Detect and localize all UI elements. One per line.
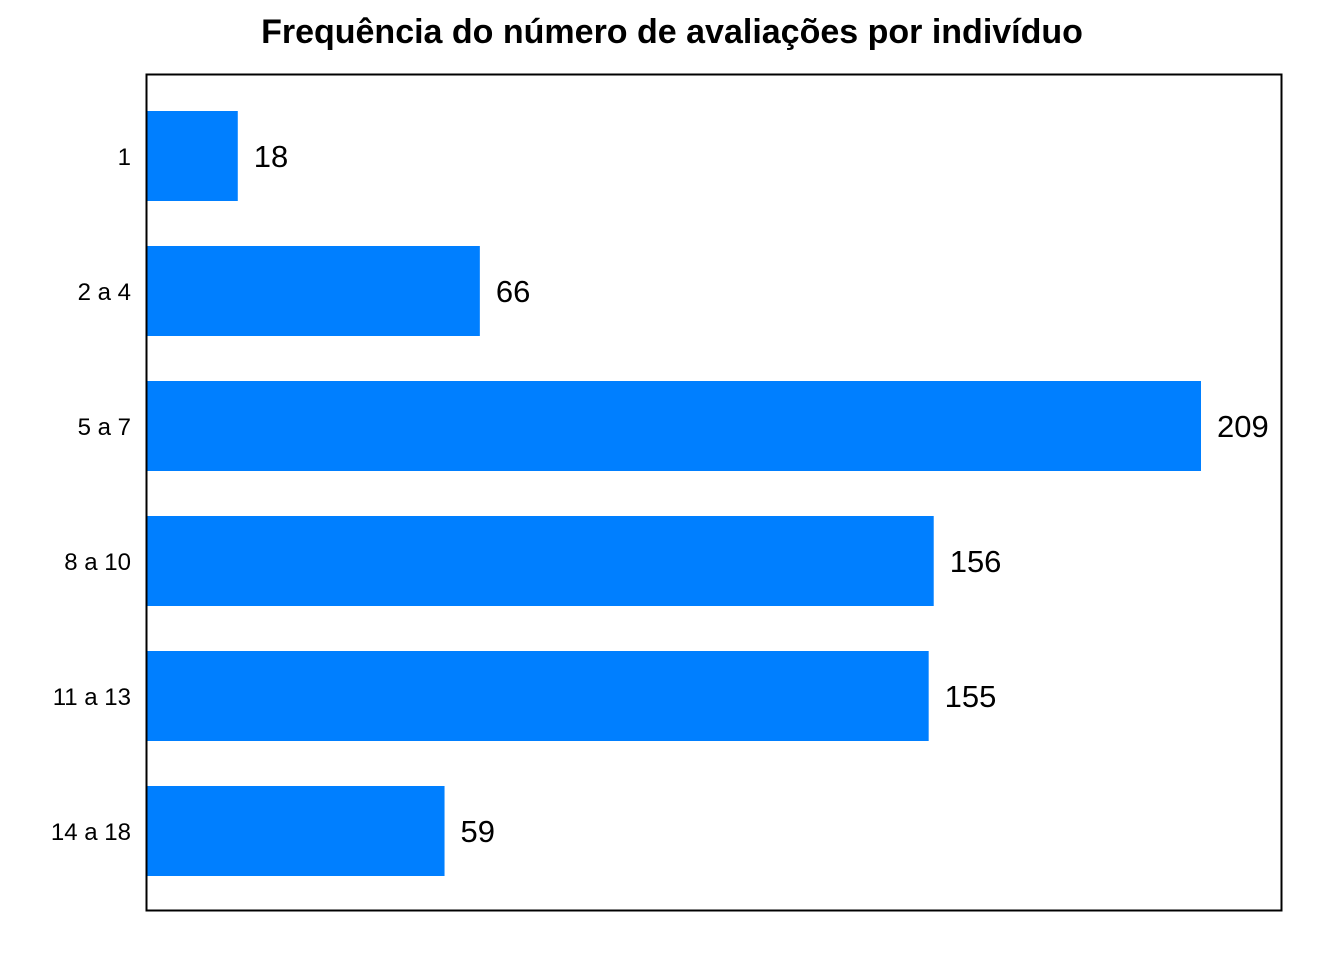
value-label: 209: [1217, 409, 1269, 444]
plot-frame: [145, 73, 1283, 912]
category-labels: 1 2 a 4 5 a 7 8 a 10 11 a 13 14 a 18: [51, 144, 131, 846]
value-label: 155: [945, 679, 997, 714]
bar-5: [147, 786, 445, 876]
chart-title: Frequência do número de avaliações por i…: [261, 13, 1083, 51]
category-label: 14 a 18: [51, 819, 131, 846]
value-label: 18: [254, 139, 288, 174]
value-label: 156: [950, 544, 1002, 579]
category-label: 8 a 10: [64, 549, 131, 576]
bars-layer: [147, 111, 1201, 876]
value-labels: 18 66 209 156 155 59: [254, 139, 1269, 849]
bar-3: [147, 516, 934, 606]
bar-1: [147, 246, 480, 336]
category-label: 2 a 4: [78, 279, 131, 306]
bar-2: [147, 381, 1201, 471]
value-label: 59: [461, 814, 495, 849]
value-label: 66: [496, 274, 530, 309]
category-label: 1: [118, 144, 131, 171]
bar-4: [147, 651, 929, 741]
category-label: 5 a 7: [78, 414, 131, 441]
category-label: 11 a 13: [53, 684, 131, 711]
bar-0: [147, 111, 238, 201]
